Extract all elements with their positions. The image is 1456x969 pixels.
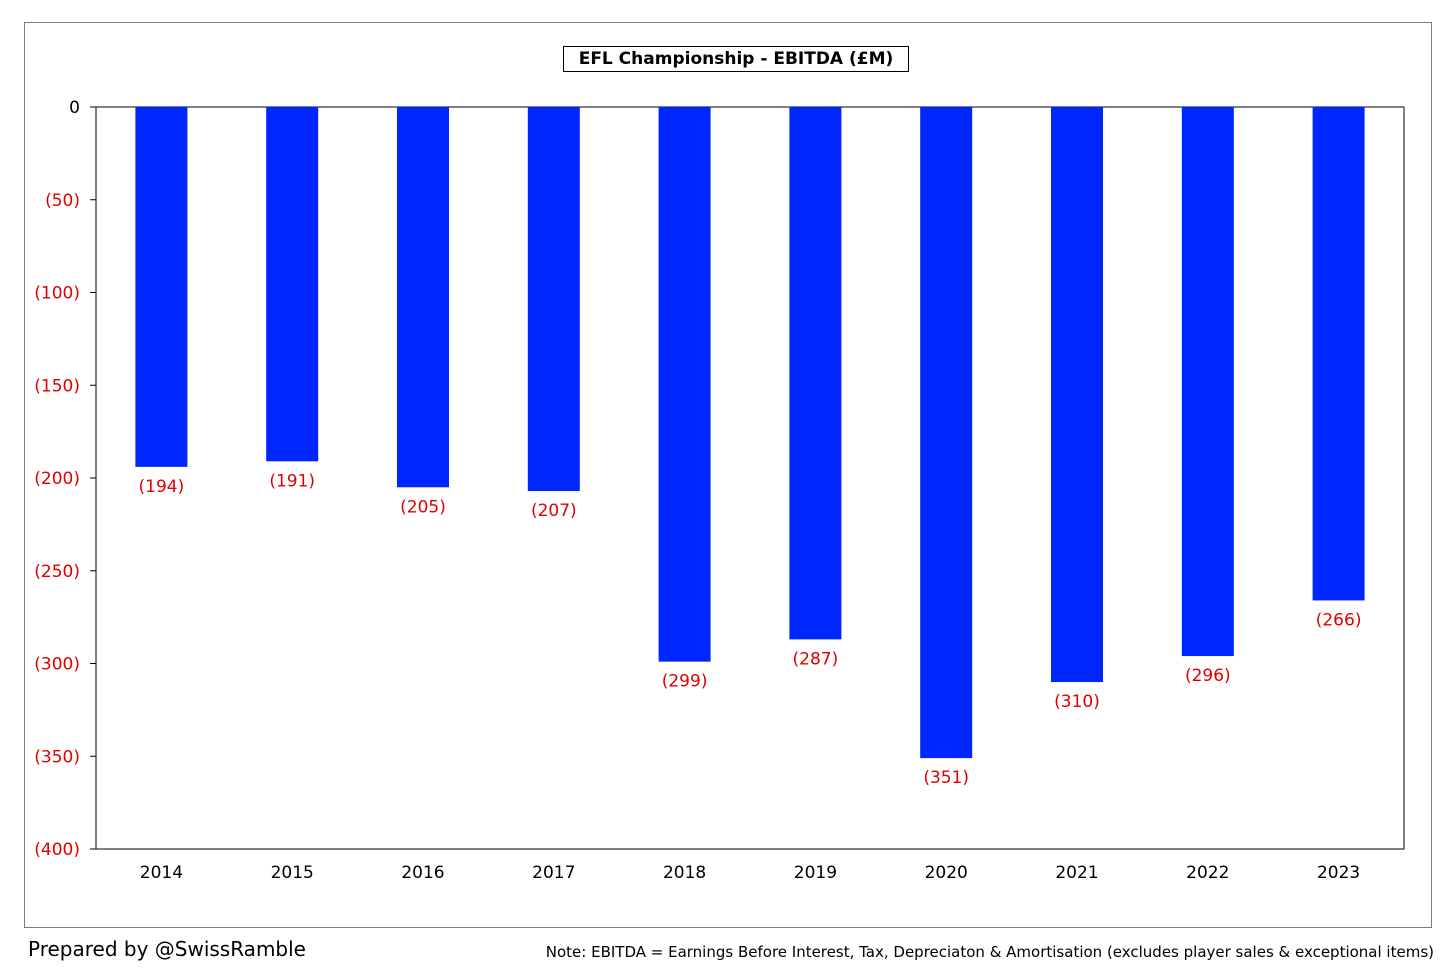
x-tick-label: 2018 xyxy=(663,863,706,883)
data-label: (266) xyxy=(1316,610,1362,630)
bar-2015 xyxy=(266,107,319,462)
bar-2018 xyxy=(658,107,711,662)
x-tick-label: 2021 xyxy=(1055,863,1098,883)
bars-layer xyxy=(135,107,1365,759)
data-label: (287) xyxy=(793,649,839,669)
y-tick-label: (400) xyxy=(34,840,80,860)
bar-2023 xyxy=(1312,107,1365,601)
x-tick-label: 2019 xyxy=(794,863,837,883)
bar-2022 xyxy=(1181,107,1234,657)
y-axis-ticks: 0 (50) (100) (150) (200) (250) (300) (350) (400) xyxy=(34,98,96,860)
y-tick-label: (200) xyxy=(34,469,80,489)
data-label: (299) xyxy=(662,672,708,692)
x-tick-label: 2016 xyxy=(401,863,444,883)
bar-2021 xyxy=(1051,107,1103,683)
chart-title: EFL Championship - EBITDA (£M) xyxy=(563,46,909,72)
footer-note: Note: EBITDA = Earnings Before Interest,… xyxy=(545,943,1434,961)
footer-credit: Prepared by @SwissRamble xyxy=(28,937,306,961)
y-tick-label: (250) xyxy=(34,562,80,582)
data-label: (205) xyxy=(400,497,446,517)
x-axis-ticks: 2014 2015 2016 2017 2018 2019 2020 2021 2022 2023 xyxy=(140,863,1360,883)
bar-2017 xyxy=(527,107,580,491)
x-tick-label: 2023 xyxy=(1317,863,1360,883)
bar-2019 xyxy=(789,107,842,640)
bar-2014 xyxy=(135,107,188,467)
x-tick-label: 2014 xyxy=(140,863,183,883)
data-labels: (194) (191) (205) (207) (299) (287) (351) (310)… xyxy=(139,471,1362,788)
y-tick-label: (350) xyxy=(34,747,80,767)
x-tick-label: 2015 xyxy=(271,863,314,883)
bar-2020 xyxy=(920,107,973,759)
data-label: (310) xyxy=(1054,692,1100,712)
x-tick-label: 2017 xyxy=(532,863,575,883)
y-tick-label: (100) xyxy=(34,284,80,304)
x-tick-label: 2022 xyxy=(1186,863,1229,883)
y-tick-label: (300) xyxy=(34,655,80,675)
data-label: (207) xyxy=(531,501,577,521)
bar-2016 xyxy=(397,107,449,488)
y-tick-label: 0 xyxy=(69,98,80,118)
data-label: (191) xyxy=(269,471,315,491)
data-label: (194) xyxy=(139,477,185,497)
data-label: (351) xyxy=(923,768,969,788)
y-tick-label: (50) xyxy=(45,191,80,211)
y-tick-label: (150) xyxy=(34,376,80,396)
x-tick-label: 2020 xyxy=(925,863,968,883)
data-label: (296) xyxy=(1185,666,1231,686)
